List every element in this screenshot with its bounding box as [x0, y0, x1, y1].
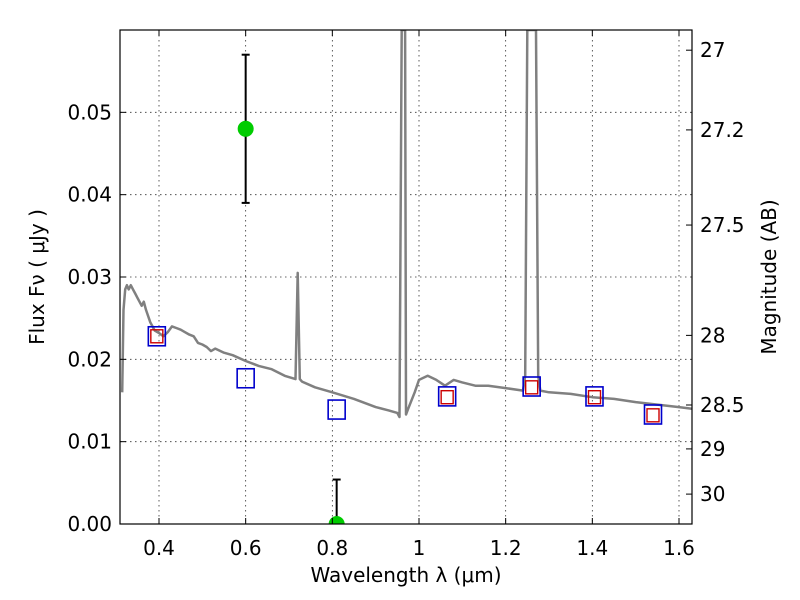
x-tick-label: 1 [413, 536, 426, 560]
y-tick-label: 0.05 [67, 100, 112, 124]
right-tick-label: 30 [700, 482, 725, 506]
observed-point-marker [440, 390, 454, 405]
y-axis-label: Flux Fν ( μJy ) [25, 209, 49, 345]
observed-point-marker [646, 408, 660, 423]
model-point-marker [643, 404, 663, 425]
x-axis-label: Wavelength λ (μm) [310, 563, 501, 587]
y-tick-label: 0.04 [67, 183, 112, 207]
photometry-points [147, 53, 663, 524]
right-tick-label: 27 [700, 38, 725, 62]
right-axis-label: Magnitude (AB) [757, 199, 781, 354]
model-point-marker [236, 367, 255, 389]
spectrum-layer [120, 30, 692, 419]
right-tick-label: 28.5 [700, 393, 745, 417]
y-tick-label: 0.01 [67, 430, 112, 454]
observed-point-marker [587, 390, 602, 405]
x-tick-label: 0.6 [230, 536, 262, 560]
axis-ticks: 0.4 0.6 0.8 1 1.2 1.4 1.6 0.00 0.01 0.02 0.03 0.04 0… [67, 30, 745, 560]
x-tick-label: 1.6 [663, 536, 695, 560]
right-tick-label: 27.5 [700, 213, 745, 237]
right-tick-label: 29 [700, 437, 725, 461]
y-tick-label: 0.00 [67, 512, 112, 536]
detection-point [328, 516, 345, 524]
model-point-marker [585, 386, 604, 407]
model-point-marker [327, 399, 346, 420]
right-tick-label: 27.2 [700, 118, 745, 142]
spectrum-line [120, 30, 692, 419]
x-tick-label: 1.4 [576, 536, 608, 560]
detection-point [237, 120, 254, 137]
model-point-marker [522, 376, 541, 397]
x-tick-label: 0.4 [143, 536, 175, 560]
x-tick-label: 1.2 [490, 536, 522, 560]
observed-point-marker [150, 329, 164, 344]
model-point-marker [437, 386, 457, 407]
observed-point-marker [524, 380, 539, 395]
model-point-marker [147, 325, 167, 347]
right-tick-label: 28 [700, 323, 725, 347]
y-tick-label: 0.03 [67, 265, 112, 289]
y-tick-label: 0.02 [67, 347, 112, 371]
x-tick-label: 0.8 [316, 536, 348, 560]
